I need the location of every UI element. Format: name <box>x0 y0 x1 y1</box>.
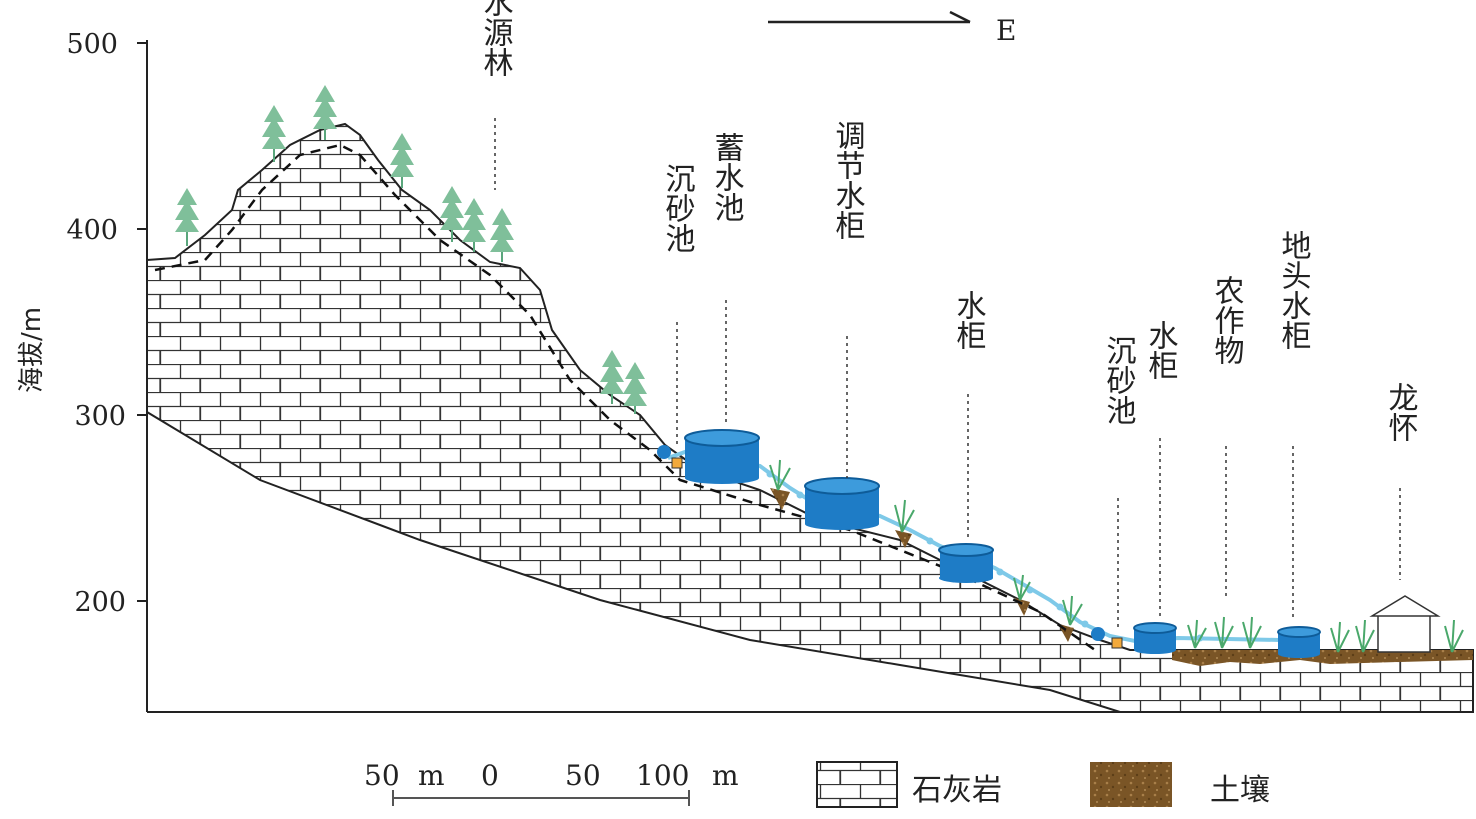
legend-label-limestone: 石灰岩 <box>912 773 1002 808</box>
scale-label: 50 <box>565 759 601 792</box>
elevation-axis: 500 400 300 200 海拔/m <box>17 29 1473 713</box>
direction-label: E <box>996 14 1016 47</box>
scale-label: 100 <box>636 759 689 792</box>
label-regulating-tank: 调节水柜 <box>830 120 866 240</box>
legend-swatch-soil <box>1090 762 1172 807</box>
direction-arrow: E <box>768 10 1016 47</box>
scale-bar: 50 m 0 50 100 m <box>364 759 739 806</box>
regulating-tank <box>804 477 880 530</box>
label-sand-basin-1: 沉砂池 <box>660 163 696 253</box>
groundwater-flow-line <box>154 143 1096 652</box>
legend: 石灰岩 土壤 <box>816 761 1270 808</box>
tick-label-500: 500 <box>66 29 118 60</box>
scale-label: 50 <box>364 759 400 792</box>
label-village: 龙怀 <box>1383 382 1419 442</box>
storage-pool-tank <box>684 429 760 484</box>
legend-swatch-limestone <box>816 761 898 808</box>
tick-label-200: 200 <box>74 587 126 618</box>
label-field-tank: 地头水柜 <box>1276 230 1312 350</box>
valve-icon <box>657 445 1123 649</box>
scale-unit: m <box>418 759 445 792</box>
water-tank-2 <box>1133 622 1177 654</box>
scale-unit: m <box>712 759 739 792</box>
tick-label-300: 300 <box>74 401 126 432</box>
soil-pocket <box>895 530 912 548</box>
soil-pocket <box>770 488 790 510</box>
label-crops: 农作物 <box>1209 275 1245 365</box>
y-axis-label: 海拔/m <box>17 307 47 393</box>
label-water-tank-1: 水柜 <box>951 290 987 350</box>
field-water-tank <box>1277 626 1321 658</box>
label-water-tank-2: 水柜 <box>1143 320 1179 380</box>
house-icon <box>1369 595 1441 653</box>
crop-icon <box>769 459 1464 653</box>
soil-layer <box>1172 650 1473 666</box>
legend-label-soil: 土壤 <box>1210 773 1270 808</box>
limestone-terrain <box>146 122 1474 713</box>
label-water-source-forest: 水源林 <box>478 0 514 77</box>
water-tank-1 <box>938 543 994 583</box>
label-sand-basin-2: 沉砂池 <box>1101 335 1137 425</box>
label-storage-pool: 蓄水池 <box>709 132 744 222</box>
scale-label: 0 <box>481 759 499 792</box>
leader-lines <box>494 118 1401 630</box>
tick-label-400: 400 <box>66 215 118 246</box>
tree-icon <box>175 85 647 406</box>
